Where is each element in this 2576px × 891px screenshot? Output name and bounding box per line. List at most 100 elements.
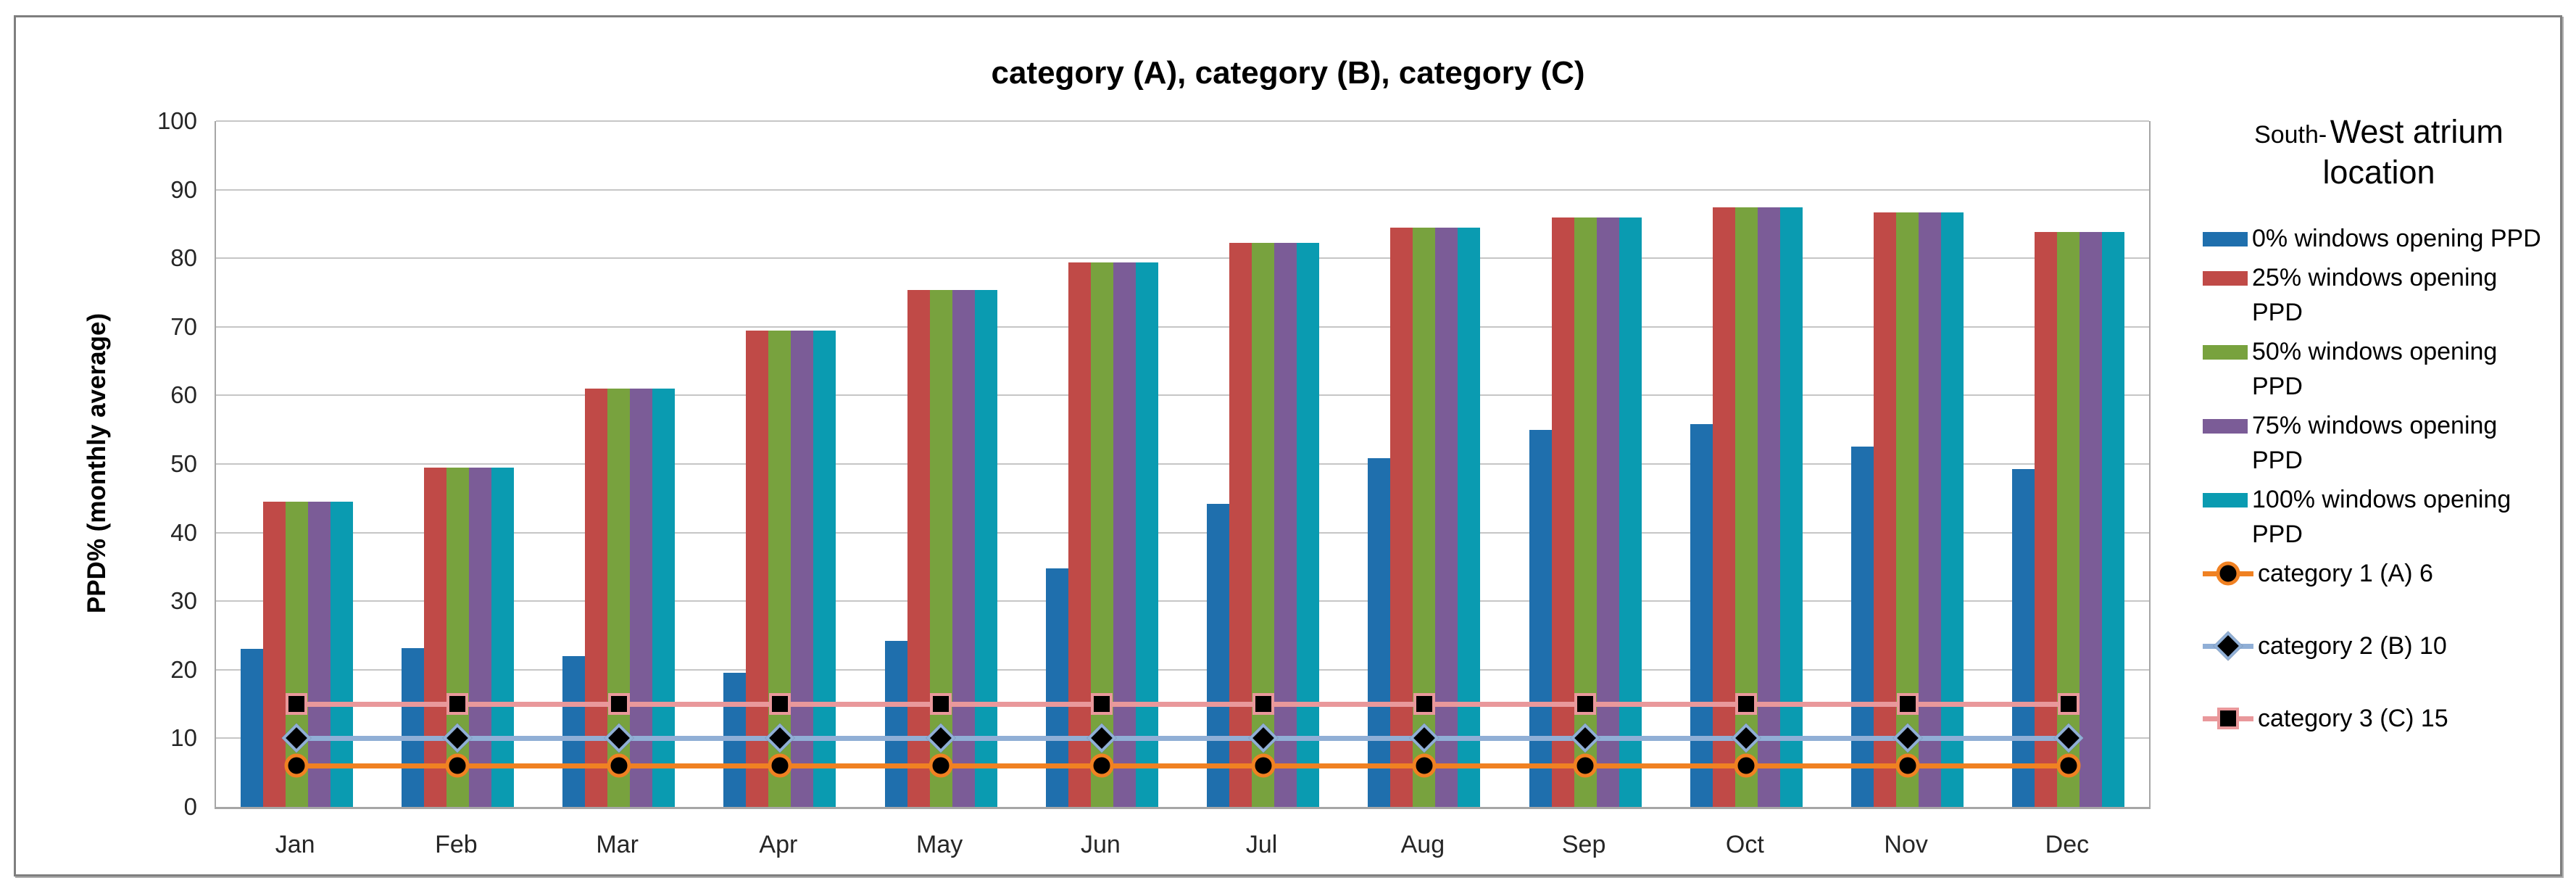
bar-0%-dec xyxy=(2012,468,2035,807)
y-tick-label-40: 40 xyxy=(170,518,197,546)
legend-item: category 1 (A) 6 xyxy=(2203,556,2564,591)
bar-25%-jun xyxy=(1068,262,1091,807)
line-marker-square xyxy=(930,693,952,716)
legend-swatch xyxy=(2203,344,2248,360)
line-marker-square xyxy=(1252,693,1274,716)
gridline-100 xyxy=(216,120,2149,122)
bar-100%-feb xyxy=(491,467,514,807)
legend-label: 50% windows opening PPD xyxy=(2252,337,2498,400)
bar-25%-jul xyxy=(1229,243,1252,807)
bar-50%-jun xyxy=(1090,262,1113,807)
bar-0%-sep xyxy=(1529,429,1552,807)
legend-item: 25% windows opening PPD xyxy=(2203,260,2564,330)
bar-75%-aug xyxy=(1435,227,1458,807)
y-tick-label-10: 10 xyxy=(170,724,197,752)
bar-100%-jan xyxy=(330,502,353,807)
legend-marker-square xyxy=(2217,707,2239,729)
line-marker-circle xyxy=(1734,753,1758,778)
y-tick-label-60: 60 xyxy=(170,381,197,409)
legend-swatch xyxy=(2203,231,2248,246)
line-marker-circle xyxy=(1089,753,1114,778)
x-tick-label-feb: Feb xyxy=(435,831,478,858)
bar-0%-nov xyxy=(1851,447,1874,807)
plot-area xyxy=(215,120,2151,809)
y-tick-label-0: 0 xyxy=(183,793,197,820)
bar-100%-nov xyxy=(1941,212,1964,807)
line-marker-square xyxy=(1413,693,1435,716)
line-marker-square xyxy=(1091,693,1113,716)
legend-title: South- West atrium location xyxy=(2194,112,2564,194)
line-marker-circle xyxy=(445,753,470,778)
legend-label: category 1 (A) 6 xyxy=(2258,559,2433,587)
x-tick-label-dec: Dec xyxy=(2045,831,2090,858)
gridline-80 xyxy=(216,257,2149,260)
legend-item: 100% windows opening PPD xyxy=(2203,482,2564,552)
line-diamond xyxy=(296,735,2069,741)
bar-25%-jan xyxy=(262,502,286,807)
line-marker-square xyxy=(446,693,469,716)
gridline-70 xyxy=(216,326,2149,328)
legend-item: category 3 (C) 15 xyxy=(2203,701,2564,736)
x-tick-label-oct: Oct xyxy=(1725,831,1764,858)
bar-100%-apr xyxy=(813,330,836,807)
bar-50%-may xyxy=(929,289,952,807)
line-marker-square xyxy=(286,693,308,716)
bar-50%-nov xyxy=(1896,212,1919,807)
bar-100%-aug xyxy=(1458,227,1481,807)
y-tick-label-90: 90 xyxy=(170,175,197,203)
line-marker-square xyxy=(1574,693,1597,716)
x-tick-label-sep: Sep xyxy=(1561,831,1606,858)
y-tick-label-50: 50 xyxy=(170,450,197,477)
bar-50%-aug xyxy=(1413,227,1436,807)
bar-75%-jun xyxy=(1113,262,1136,807)
line-marker-circle xyxy=(928,753,953,778)
bar-100%-sep xyxy=(1619,217,1642,807)
legend-title-prefix: South- xyxy=(2254,121,2327,149)
bar-75%-mar xyxy=(630,388,653,807)
gridline-30 xyxy=(216,600,2149,602)
bar-0%-aug xyxy=(1368,458,1391,807)
bar-0%-oct xyxy=(1690,424,1713,807)
line-marker-square xyxy=(1896,693,1919,716)
bar-75%-apr xyxy=(791,330,814,807)
gridline-50 xyxy=(216,463,2149,465)
chart-title: category (A), category (B), category (C) xyxy=(991,55,1585,91)
bar-75%-feb xyxy=(468,467,491,807)
y-tick-label-70: 70 xyxy=(170,312,197,340)
legend-items: 0% windows opening PPD 25% windows openin… xyxy=(2194,221,2564,736)
bar-75%-jul xyxy=(1274,243,1297,807)
legend-swatch xyxy=(2203,270,2248,286)
x-tick-label-aug: Aug xyxy=(1400,831,1445,858)
bar-100%-mar xyxy=(652,388,676,807)
bar-75%-jan xyxy=(307,502,331,807)
y-tick-label-20: 20 xyxy=(170,655,197,683)
legend-item: 50% windows opening PPD xyxy=(2203,334,2564,404)
bar-0%-jun xyxy=(1045,568,1068,807)
x-tick-label-jan: Jan xyxy=(275,831,315,858)
y-tick-label-30: 30 xyxy=(170,587,197,615)
x-tick-label-mar: Mar xyxy=(596,831,639,858)
x-tick-label-apr: Apr xyxy=(759,831,798,858)
legend-title-main: West atrium location xyxy=(2322,113,2504,191)
legend-line-sample xyxy=(2203,629,2253,663)
bar-25%-nov xyxy=(1874,212,1897,807)
bar-75%-sep xyxy=(1596,217,1619,807)
line-marker-circle xyxy=(607,753,631,778)
bar-100%-dec xyxy=(2102,232,2125,807)
bar-75%-dec xyxy=(2080,232,2103,807)
line-marker-circle xyxy=(284,753,309,778)
bar-25%-may xyxy=(907,289,930,807)
bar-25%-mar xyxy=(585,388,608,807)
bar-50%-sep xyxy=(1574,217,1597,807)
bar-25%-oct xyxy=(1712,207,1735,807)
bar-0%-jan xyxy=(240,649,263,807)
legend-line-sample xyxy=(2203,701,2253,736)
line-marker-square xyxy=(2057,693,2080,716)
bar-75%-nov xyxy=(1919,212,1942,807)
line-circle xyxy=(296,763,2069,768)
legend-item: category 2 (B) 10 xyxy=(2203,629,2564,663)
line-marker-square xyxy=(607,693,630,716)
legend-marker-circle xyxy=(2216,561,2240,585)
bar-25%-feb xyxy=(423,467,446,807)
bar-25%-sep xyxy=(1551,217,1574,807)
